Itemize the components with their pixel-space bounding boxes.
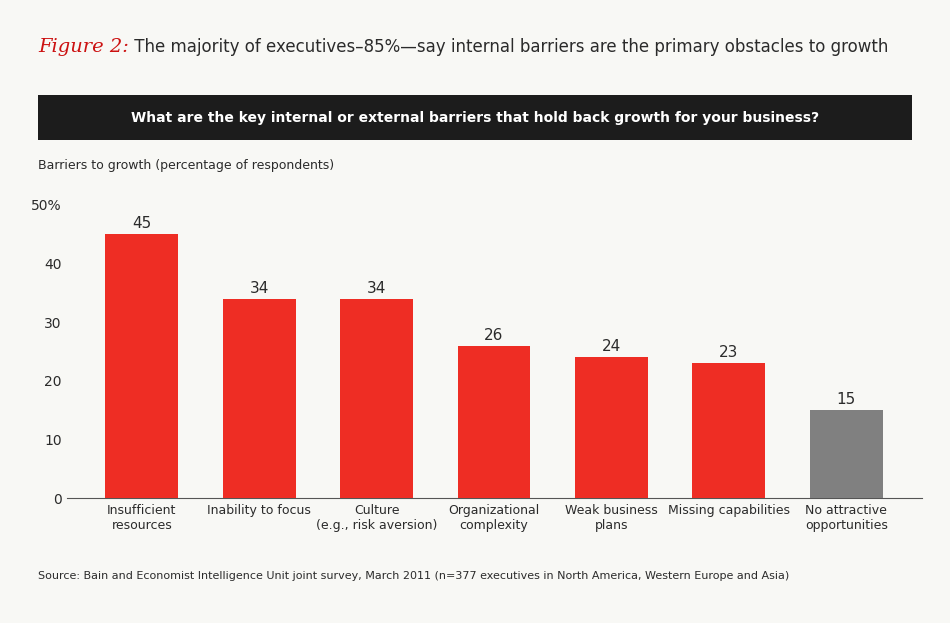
Text: 15: 15 (837, 392, 856, 407)
Text: The majority of executives–85%—say internal barriers are the primary obstacles t: The majority of executives–85%—say inter… (129, 38, 888, 55)
Text: 24: 24 (601, 340, 621, 354)
Text: Barriers to growth (percentage of respondents): Barriers to growth (percentage of respon… (38, 159, 334, 171)
Bar (809, 410, 883, 498)
Bar (223, 298, 295, 498)
Text: Source: Bain and Economist Intelligence Unit joint survey, March 2011 (n=377 exe: Source: Bain and Economist Intelligence … (38, 571, 789, 581)
Bar (458, 346, 530, 498)
Text: 26: 26 (484, 328, 504, 343)
Text: 45: 45 (132, 216, 151, 231)
Text: 23: 23 (719, 345, 738, 360)
Bar (340, 298, 413, 498)
Text: 34: 34 (367, 280, 387, 296)
Text: What are the key internal or external barriers that hold back growth for your bu: What are the key internal or external ba… (131, 111, 819, 125)
Bar (693, 363, 765, 498)
Bar (105, 234, 179, 498)
Text: Figure 2:: Figure 2: (38, 38, 129, 55)
Bar (575, 358, 648, 498)
Text: 34: 34 (250, 280, 269, 296)
